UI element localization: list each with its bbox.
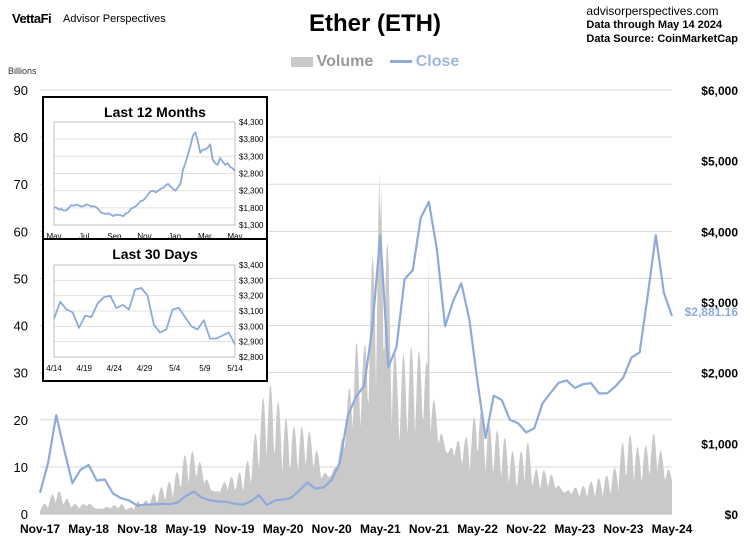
legend-close-label: Close xyxy=(415,53,460,70)
inset-y-tick-label: $2,800 xyxy=(239,170,264,179)
x-tick-label: Nov-21 xyxy=(409,522,449,536)
inset-y-tick-label: $3,300 xyxy=(239,152,264,161)
x-tick-label: Nov-18 xyxy=(117,522,157,536)
inset-y-tick-label: $3,300 xyxy=(239,276,264,285)
x-tick-label: May-19 xyxy=(166,522,207,536)
inset-plot-border xyxy=(53,121,236,226)
y-right-tick-label: $3,000 xyxy=(701,296,738,310)
x-tick-label: Nov-23 xyxy=(603,522,643,536)
inset-x-tick-label: 5/4 xyxy=(169,364,181,373)
legend-volume: Volume xyxy=(290,53,374,71)
inset-y-tick-label: $2,800 xyxy=(239,353,264,362)
inset-x-tick-label: 5/14 xyxy=(227,364,243,373)
inset-y-tick-label: $1,300 xyxy=(239,221,264,230)
chart-title: Ether (ETH) xyxy=(309,10,441,37)
inset-x-tick-label: 4/19 xyxy=(76,364,92,373)
y-left-tick-label: 20 xyxy=(14,413,28,428)
inset-y-tick-label: $4,300 xyxy=(239,118,264,127)
close-line-icon xyxy=(389,60,412,64)
x-tick-label: May-23 xyxy=(554,522,595,536)
y-right-tick-label: $2,000 xyxy=(701,367,738,381)
source-line: Data Source: CoinMarketCap xyxy=(586,33,738,45)
vettafi-logo: VettaFi xyxy=(12,11,52,26)
y-left-tick-label: 0 xyxy=(21,507,28,522)
inset-x-tick-label: Nov xyxy=(137,232,151,241)
inset-x-tick-label: 5/9 xyxy=(199,364,211,373)
inset-y-tick-label: $2,900 xyxy=(239,338,264,347)
source-line: advisorperspectives.com xyxy=(586,4,719,18)
inset-x-tick-label: Mar xyxy=(198,232,212,241)
brand-name: Advisor Perspectives xyxy=(63,13,166,25)
inset-x-tick-label: 4/29 xyxy=(137,364,153,373)
y-left-tick-label: 50 xyxy=(14,271,28,286)
inset-y-tick-label: $3,800 xyxy=(239,135,264,144)
x-tick-label: May-20 xyxy=(263,522,304,536)
legend: Volume Close xyxy=(0,53,750,71)
x-tick-label: May-21 xyxy=(360,522,401,536)
inset-x-tick-label: 4/24 xyxy=(107,364,123,373)
inset-close-line xyxy=(53,287,236,346)
inset-title: Last 12 Months xyxy=(104,104,206,120)
y-right-tick-label: $0 xyxy=(725,508,739,522)
inset-y-tick-label: $3,000 xyxy=(239,322,264,331)
y-left-tick-label: 80 xyxy=(14,130,28,145)
x-tick-label: Nov-17 xyxy=(20,522,60,536)
inset-x-tick-label: Jan xyxy=(168,232,181,241)
y-left-tick-label: 60 xyxy=(14,224,28,239)
inset-title: Last 30 Days xyxy=(112,246,198,262)
inset-x-tick-label: Jul xyxy=(79,232,89,241)
source-line: Data through May 14 2024 xyxy=(586,19,723,31)
last-value-label: $2,881.16 xyxy=(685,305,739,319)
inset-y-tick-label: $3,200 xyxy=(239,292,264,301)
y-axis-label: Billions xyxy=(8,66,37,76)
x-tick-label: May-24 xyxy=(652,522,693,536)
x-tick-label: May-22 xyxy=(457,522,498,536)
y-left-tick-label: 10 xyxy=(14,460,28,475)
x-tick-label: May-18 xyxy=(68,522,109,536)
legend-close: Close xyxy=(389,53,460,71)
x-tick-label: Nov-19 xyxy=(214,522,254,536)
y-left-tick-label: 70 xyxy=(14,177,28,192)
inset-x-tick-label: Sep xyxy=(107,232,122,241)
inset-x-tick-label: 4/14 xyxy=(46,364,62,373)
y-right-tick-label: $4,000 xyxy=(701,225,738,239)
inset-y-tick-label: $3,400 xyxy=(239,261,264,270)
inset-x-tick-label: May xyxy=(227,232,242,241)
y-right-tick-label: $1,000 xyxy=(701,437,738,451)
x-tick-label: Nov-22 xyxy=(506,522,546,536)
inset-y-tick-label: $3,100 xyxy=(239,307,264,316)
volume-area xyxy=(40,171,672,515)
close-line xyxy=(38,200,674,507)
inset-x-tick-label: May xyxy=(46,232,61,241)
y-left-tick-label: 30 xyxy=(14,366,28,381)
legend-volume-label: Volume xyxy=(316,53,374,70)
volume-swatch-icon xyxy=(290,56,313,67)
x-tick-label: Nov-20 xyxy=(312,522,352,536)
y-left-tick-label: 40 xyxy=(14,319,28,334)
inset-frame xyxy=(42,96,268,240)
y-left-tick-label: 90 xyxy=(14,83,28,98)
inset-close-line xyxy=(53,131,236,217)
y-right-tick-label: $6,000 xyxy=(701,84,738,98)
inset-y-tick-label: $2,300 xyxy=(239,187,264,196)
inset-y-tick-label: $1,800 xyxy=(239,204,264,213)
inset-plot-border xyxy=(53,264,236,358)
source-block: advisorperspectives.com Data through May… xyxy=(586,4,738,46)
y-right-tick-label: $5,000 xyxy=(701,155,738,169)
